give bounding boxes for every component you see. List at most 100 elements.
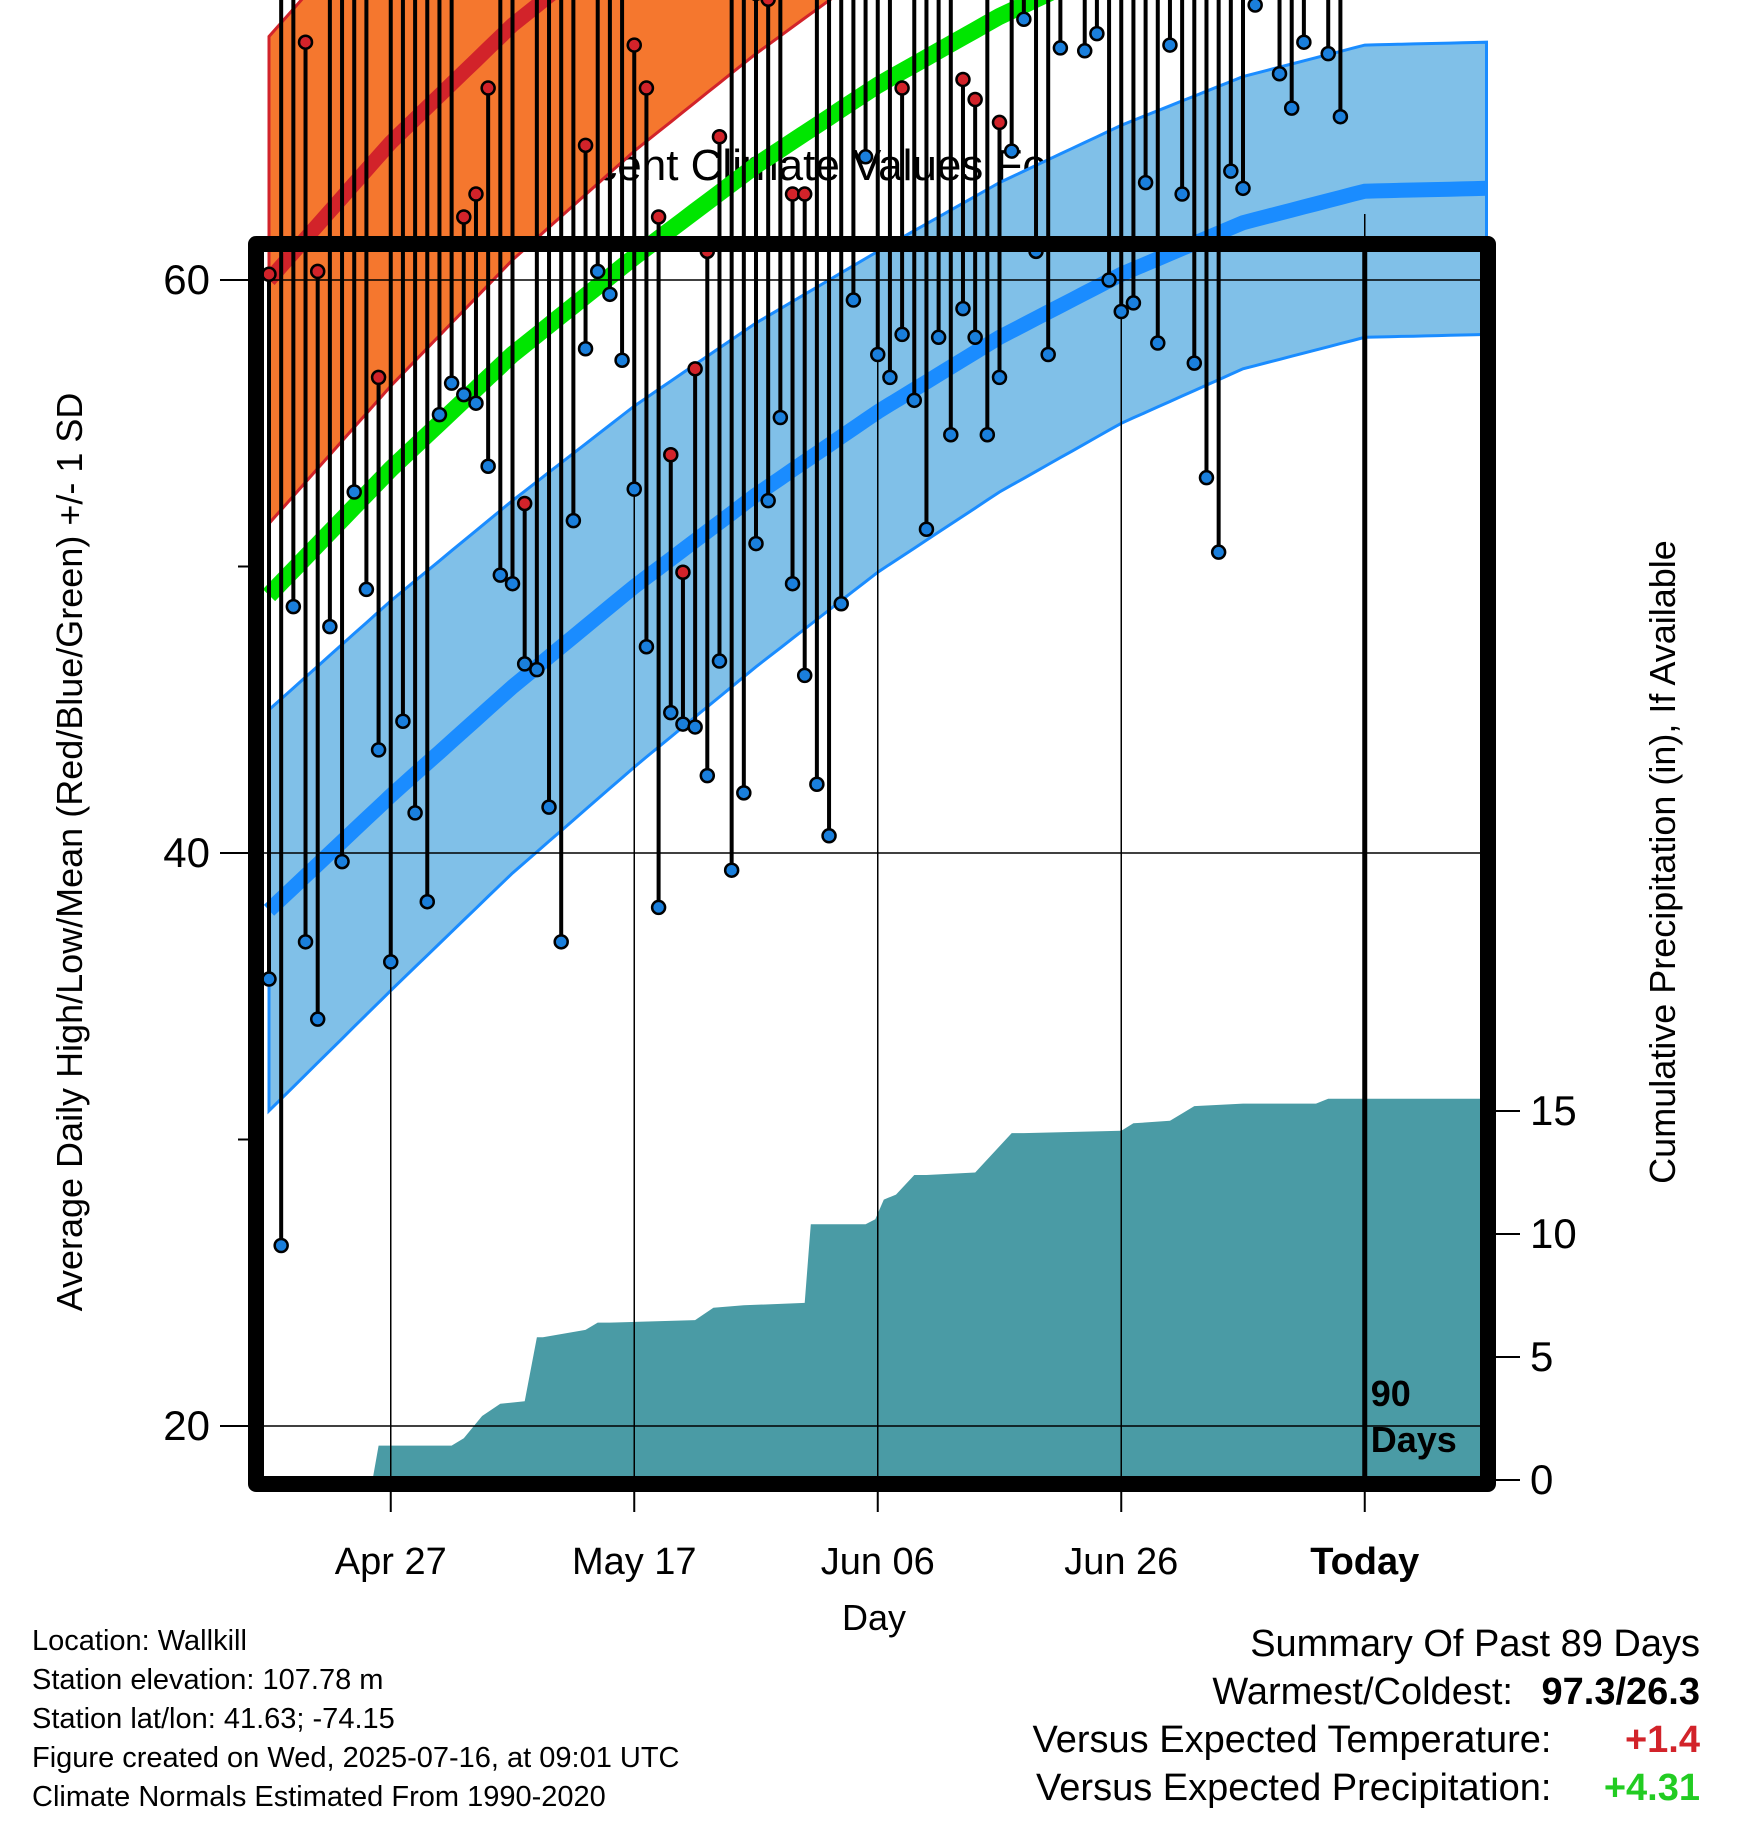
low-point	[760, 492, 776, 509]
x-tick-label: May 17	[572, 1541, 697, 1583]
high-point	[894, 80, 910, 96]
low-point	[1101, 272, 1117, 288]
low-point	[845, 292, 862, 308]
x-tick-label: Jun 06	[821, 1541, 935, 1583]
low-point	[407, 805, 423, 821]
low-point	[1003, 143, 1020, 159]
high-point	[650, 209, 667, 225]
high-point	[663, 447, 679, 463]
low-point	[736, 785, 752, 801]
low-point	[358, 581, 375, 598]
low-point	[650, 899, 667, 916]
summary-title: Summary Of Past 89 Days	[1250, 1623, 1700, 1665]
high-point	[638, 80, 655, 96]
low-point	[1089, 25, 1105, 42]
low-point	[809, 776, 825, 792]
low-point	[711, 653, 728, 669]
low-point	[918, 521, 935, 538]
temp-anomaly-value: +1.4	[1624, 1719, 1700, 1761]
low-point	[431, 406, 448, 423]
plot-border	[248, 236, 1496, 1492]
high-point	[955, 71, 971, 88]
high-point	[456, 209, 472, 225]
high-point	[480, 80, 496, 96]
station-info: Location: Wallkill Station elevation: 10…	[32, 1622, 680, 1817]
y-tick-label: 40	[163, 829, 210, 876]
today-days-label: Days	[1371, 1419, 1457, 1460]
y-tick-label: 20	[163, 1402, 210, 1449]
low-point	[1296, 34, 1312, 50]
high-point	[675, 564, 691, 580]
low-point	[553, 934, 569, 950]
high-point	[577, 137, 594, 154]
low-point	[699, 767, 716, 784]
high-point	[370, 369, 387, 386]
low-point	[955, 300, 971, 317]
high-point	[796, 186, 813, 202]
precip-anomaly-row: Versus Expected Precipitation: +4.31	[1033, 1764, 1700, 1812]
low-point	[675, 716, 691, 732]
high-normal-line	[263, 0, 556, 285]
low-point	[991, 369, 1008, 386]
high-point	[687, 361, 703, 377]
low-point	[577, 341, 594, 357]
elevation-text: Station elevation: 107.78 m	[32, 1664, 384, 1696]
low-point	[1174, 186, 1190, 202]
y2-tick-label: 15	[1530, 1087, 1577, 1134]
low-point	[370, 742, 387, 758]
y-axis-label: Average Daily High/Low/Mean (Red/Blue/Gr…	[49, 393, 90, 1312]
low-point	[1198, 469, 1215, 486]
high-point	[711, 129, 728, 145]
warm-cold-value: 97.3/26.3	[1541, 1671, 1700, 1713]
high-point	[261, 266, 277, 283]
low-point	[796, 667, 813, 684]
low-point	[857, 149, 874, 165]
low-point	[1162, 37, 1178, 53]
low-point	[492, 567, 509, 583]
low-point	[468, 395, 484, 411]
y2-tick-label: 10	[1530, 1210, 1577, 1257]
low-point	[443, 375, 460, 391]
y2-tick-label: 0	[1530, 1456, 1553, 1503]
low-point	[967, 329, 983, 346]
warm-cold-label: Warmest/Coldest:	[1212, 1671, 1513, 1713]
low-point	[395, 713, 411, 729]
low-point	[1320, 45, 1336, 62]
low-point	[602, 286, 618, 303]
low-point	[1210, 544, 1227, 560]
low-point	[663, 704, 679, 721]
low-point	[930, 329, 947, 346]
low-point	[1235, 180, 1251, 197]
temp-anomaly-row: Versus Expected Temperature: +1.4	[1033, 1716, 1700, 1764]
low-point	[1332, 108, 1349, 125]
high-point	[626, 37, 642, 53]
low-point	[772, 409, 789, 426]
y2-axis-label: Cumulative Precipitation (in), If Availa…	[1642, 540, 1683, 1184]
y2-tick-label: 5	[1530, 1333, 1553, 1380]
low-point	[638, 638, 655, 655]
low-point	[784, 575, 801, 592]
low-point	[626, 481, 642, 497]
low-point	[748, 535, 764, 552]
low-point	[322, 618, 338, 635]
today-marker: 90 Days	[1362, 244, 1457, 1484]
low-point	[565, 512, 582, 529]
low-point	[882, 369, 898, 386]
low-point	[1052, 40, 1069, 56]
low-point	[1271, 65, 1288, 82]
low-point	[894, 326, 910, 343]
low-point	[346, 484, 362, 500]
low-point	[273, 1237, 289, 1254]
low-point	[297, 934, 314, 950]
low-point	[529, 661, 545, 678]
low-point	[614, 352, 630, 368]
x-tick-label: Today	[1310, 1541, 1419, 1583]
low-point	[870, 346, 886, 363]
y-tick-label: 60	[163, 256, 210, 303]
latlon-text: Station lat/lon: 41.63; -74.15	[32, 1703, 395, 1735]
low-point	[687, 719, 703, 735]
high-point	[468, 186, 484, 202]
low-point	[261, 971, 277, 987]
low-point	[1016, 11, 1032, 28]
